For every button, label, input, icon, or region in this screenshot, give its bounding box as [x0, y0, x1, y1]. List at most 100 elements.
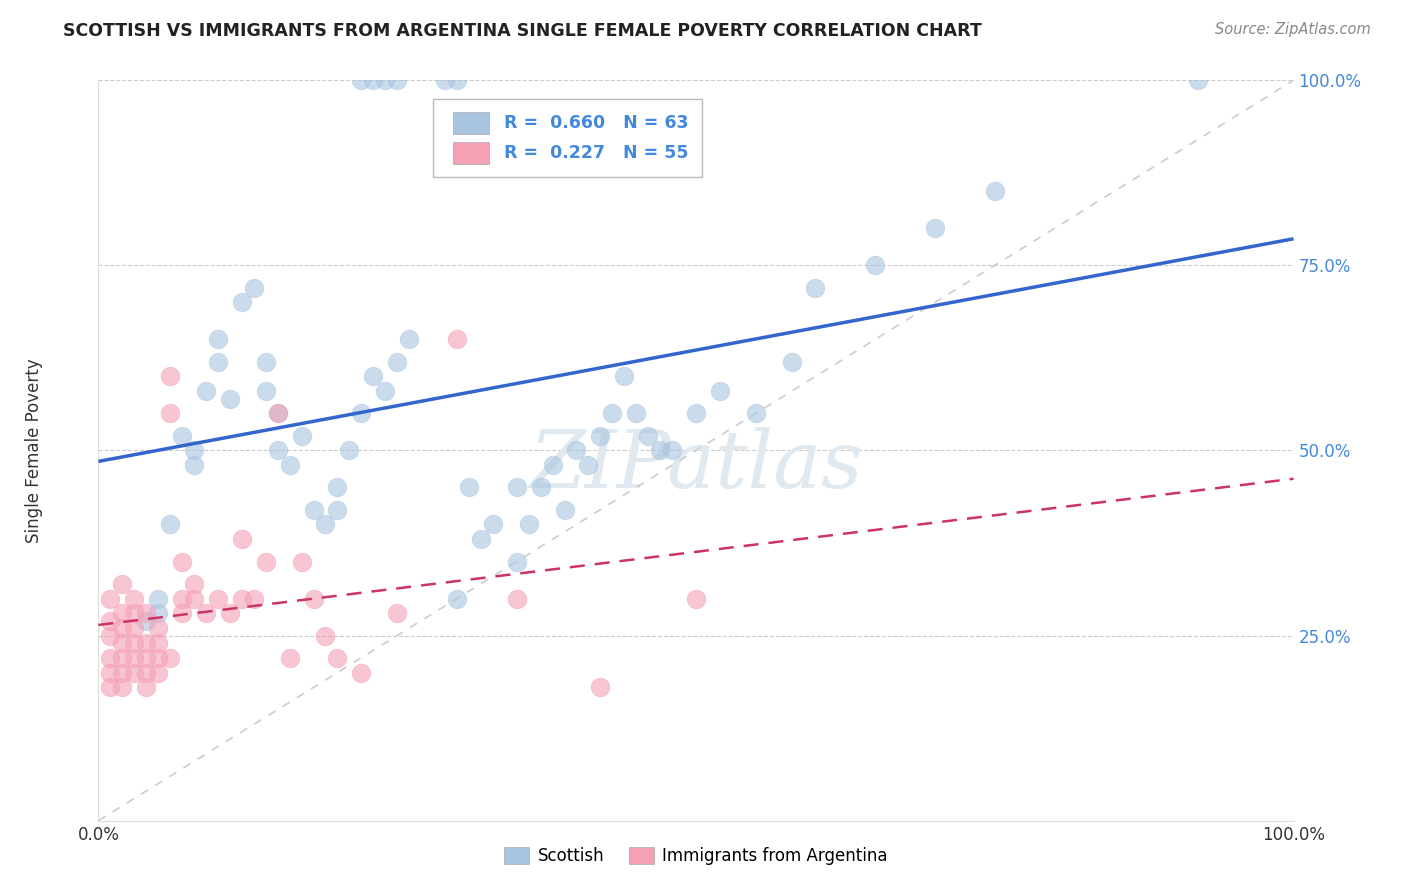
Point — [613, 369, 636, 384]
Point — [481, 517, 505, 532]
Point — [98, 650, 122, 665]
Point — [148, 591, 170, 606]
Point — [685, 591, 707, 606]
Point — [446, 73, 468, 87]
Point — [231, 295, 253, 310]
Point — [637, 428, 659, 442]
Point — [804, 280, 827, 294]
Point — [159, 650, 181, 665]
Point — [363, 73, 385, 87]
FancyBboxPatch shape — [453, 112, 489, 135]
Point — [219, 392, 242, 406]
Text: ZIPatlas: ZIPatlas — [529, 426, 863, 504]
Point — [183, 576, 205, 591]
Point — [135, 650, 157, 665]
Point — [648, 443, 672, 458]
Point — [446, 332, 468, 346]
Point — [124, 607, 146, 621]
Point — [135, 665, 157, 680]
Point — [709, 384, 731, 399]
Point — [243, 591, 266, 606]
Point — [589, 681, 612, 695]
Point — [159, 517, 181, 532]
Point — [565, 443, 588, 458]
Point — [374, 384, 396, 399]
Point — [398, 332, 420, 346]
FancyBboxPatch shape — [433, 99, 702, 177]
Point — [602, 407, 624, 421]
Point — [470, 533, 492, 547]
Point — [506, 480, 529, 494]
Point — [98, 665, 122, 680]
Point — [159, 369, 181, 384]
Point — [207, 591, 229, 606]
Point — [111, 681, 134, 695]
Point — [517, 517, 540, 532]
Point — [111, 621, 134, 635]
Point — [458, 480, 481, 494]
Point — [578, 458, 600, 473]
Point — [98, 681, 122, 695]
Point — [159, 407, 181, 421]
Point — [685, 407, 707, 421]
Point — [302, 502, 325, 516]
Point — [302, 591, 325, 606]
Point — [291, 428, 314, 442]
Point — [315, 628, 337, 642]
Point — [219, 607, 242, 621]
Point — [254, 384, 277, 399]
Point — [267, 443, 290, 458]
Point — [207, 354, 229, 368]
Y-axis label: Single Female Poverty: Single Female Poverty — [25, 359, 42, 542]
Point — [506, 555, 529, 569]
Point — [326, 480, 349, 494]
Point — [530, 480, 553, 494]
Text: SCOTTISH VS IMMIGRANTS FROM ARGENTINA SINGLE FEMALE POVERTY CORRELATION CHART: SCOTTISH VS IMMIGRANTS FROM ARGENTINA SI… — [63, 22, 981, 40]
Point — [254, 555, 277, 569]
Point — [385, 354, 409, 368]
Point — [278, 650, 301, 665]
Point — [98, 591, 122, 606]
Point — [135, 636, 157, 650]
Point — [278, 458, 301, 473]
Point — [924, 221, 946, 235]
Point — [374, 73, 396, 87]
Point — [195, 384, 218, 399]
Point — [111, 636, 134, 650]
Point — [135, 681, 157, 695]
Point — [326, 650, 349, 665]
Point — [267, 407, 290, 421]
Point — [124, 636, 146, 650]
Point — [363, 369, 385, 384]
Point — [231, 533, 253, 547]
Text: Source: ZipAtlas.com: Source: ZipAtlas.com — [1215, 22, 1371, 37]
Point — [124, 665, 146, 680]
Point — [98, 628, 122, 642]
Point — [626, 407, 648, 421]
Point — [231, 591, 253, 606]
Point — [183, 443, 205, 458]
Point — [541, 458, 564, 473]
Point — [661, 443, 683, 458]
Point — [111, 607, 134, 621]
Point — [780, 354, 803, 368]
Point — [148, 636, 170, 650]
Point — [434, 73, 457, 87]
Point — [111, 665, 134, 680]
Point — [98, 614, 122, 628]
Point — [326, 502, 349, 516]
Text: R =  0.660   N = 63: R = 0.660 N = 63 — [503, 114, 688, 132]
Point — [350, 73, 373, 87]
Point — [385, 607, 409, 621]
Point — [111, 650, 134, 665]
Point — [1187, 73, 1209, 87]
Point — [195, 607, 218, 621]
Point — [148, 621, 170, 635]
Point — [589, 428, 612, 442]
Point — [124, 591, 146, 606]
Point — [135, 607, 157, 621]
Point — [554, 502, 576, 516]
Point — [865, 259, 887, 273]
Point — [339, 443, 361, 458]
Point — [124, 621, 146, 635]
